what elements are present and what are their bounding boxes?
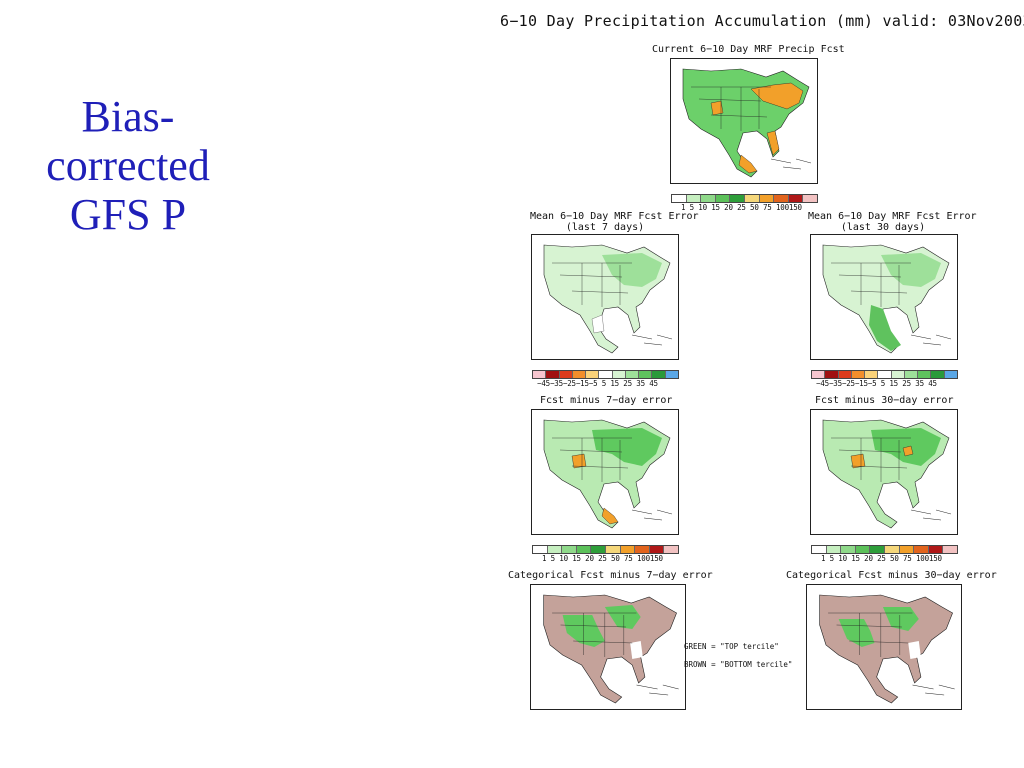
current-forecast-colorbar [671,194,818,203]
fcst-minus-30day-colorbar [811,545,958,554]
error-7day-title: Mean 6−10 Day MRF Fcst Error (last 7 day… [530,211,699,233]
categorical-30day-title: Categorical Fcst minus 30−day error [786,570,997,581]
error-30day-colorbar [811,370,958,379]
categorical-7day-title: Categorical Fcst minus 7−day error [508,570,713,581]
current-forecast-map [670,58,818,184]
figure-title: 6−10 Day Precipitation Accumulation (mm)… [500,12,1024,30]
title-line-3: GFS P [69,190,187,239]
fcst-minus-30day-map [810,409,958,535]
categorical-7day-map [530,584,686,710]
current-forecast-colorbar-ticks: 1 5 10 15 20 25 50 75 100150 [681,203,802,212]
title-line-2: corrected [46,141,210,190]
legend-green-top-tercile: GREEN = "TOP tercile" [684,642,779,651]
error-7day-colorbar [532,370,679,379]
error-7day-colorbar-ticks: −45−35−25−15−5 5 15 25 35 45 [537,379,658,388]
error-7day-map [531,234,679,360]
fcst-minus-7day-colorbar [532,545,679,554]
categorical-30day-map [806,584,962,710]
fcst-minus-7day-map [531,409,679,535]
fcst-minus-30day-colorbar-ticks: 1 5 10 15 20 25 50 75 100150 [821,554,942,563]
error-30day-map [810,234,958,360]
title-line-1: Bias- [81,92,175,141]
fcst-minus-30day-title: Fcst minus 30−day error [815,395,954,406]
error-30day-title: Mean 6−10 Day MRF Fcst Error (last 30 da… [808,211,977,233]
current-forecast-title: Current 6−10 Day MRF Precip Fcst [652,44,845,55]
error-30day-colorbar-ticks: −45−35−25−15−5 5 15 25 35 45 [816,379,937,388]
fcst-minus-7day-title: Fcst minus 7−day error [540,395,673,406]
legend-brown-bottom-tercile: BROWN = "BOTTOM tercile" [684,660,793,669]
slide-title: Bias- corrected GFS P [18,92,238,239]
fcst-minus-7day-colorbar-ticks: 1 5 10 15 20 25 50 75 100150 [542,554,663,563]
